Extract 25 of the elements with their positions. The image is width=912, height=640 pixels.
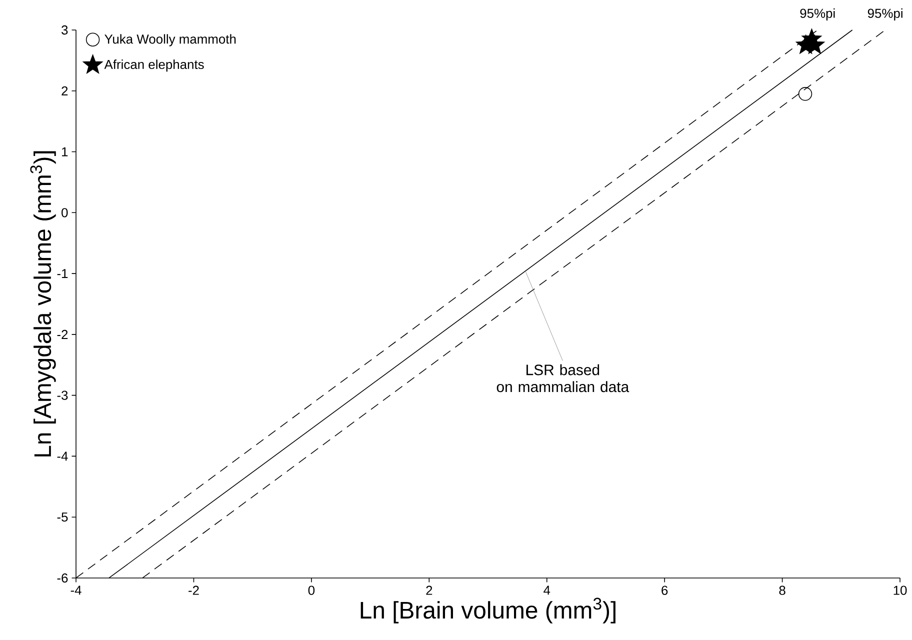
y-tick-label: 3 — [62, 25, 68, 35]
x-tick-label: 10 — [894, 586, 907, 595]
legend-label: Yuka Woolly mammoth — [104, 34, 236, 46]
y-axis-title: Ln [Amygdala volume (mm$^{3}$)] — [30, 151, 56, 456]
x-tick-label: 0 — [308, 586, 315, 595]
y-tick-label: -5 — [57, 512, 68, 522]
x-tick-label: 8 — [779, 586, 786, 595]
y-tick-label: -2 — [57, 330, 68, 339]
y-tick-label: -4 — [57, 452, 68, 461]
legend-label: African elephants — [104, 60, 204, 72]
y-tick-label: 1 — [62, 147, 68, 156]
y-tick-label: -6 — [57, 573, 68, 583]
series-label: 95%pi — [800, 8, 835, 20]
series-label: 95%pi — [868, 8, 902, 20]
x-axis-title: Ln [Brain volume (mm$^{3}$)] — [360, 598, 616, 624]
x-tick-label: 4 — [544, 586, 550, 595]
x-tick-label: 2 — [426, 586, 432, 595]
x-tick-label: -2 — [188, 586, 199, 595]
y-tick-label: 0 — [62, 208, 68, 218]
y-tick-label: 2 — [62, 86, 68, 96]
annotation: LSR based on mammalian data — [496, 364, 630, 392]
y-tick-label: -1 — [57, 269, 68, 278]
y-tick-label: -3 — [57, 390, 68, 400]
x-tick-label: 6 — [662, 586, 668, 595]
x-tick-label: -4 — [70, 586, 82, 595]
